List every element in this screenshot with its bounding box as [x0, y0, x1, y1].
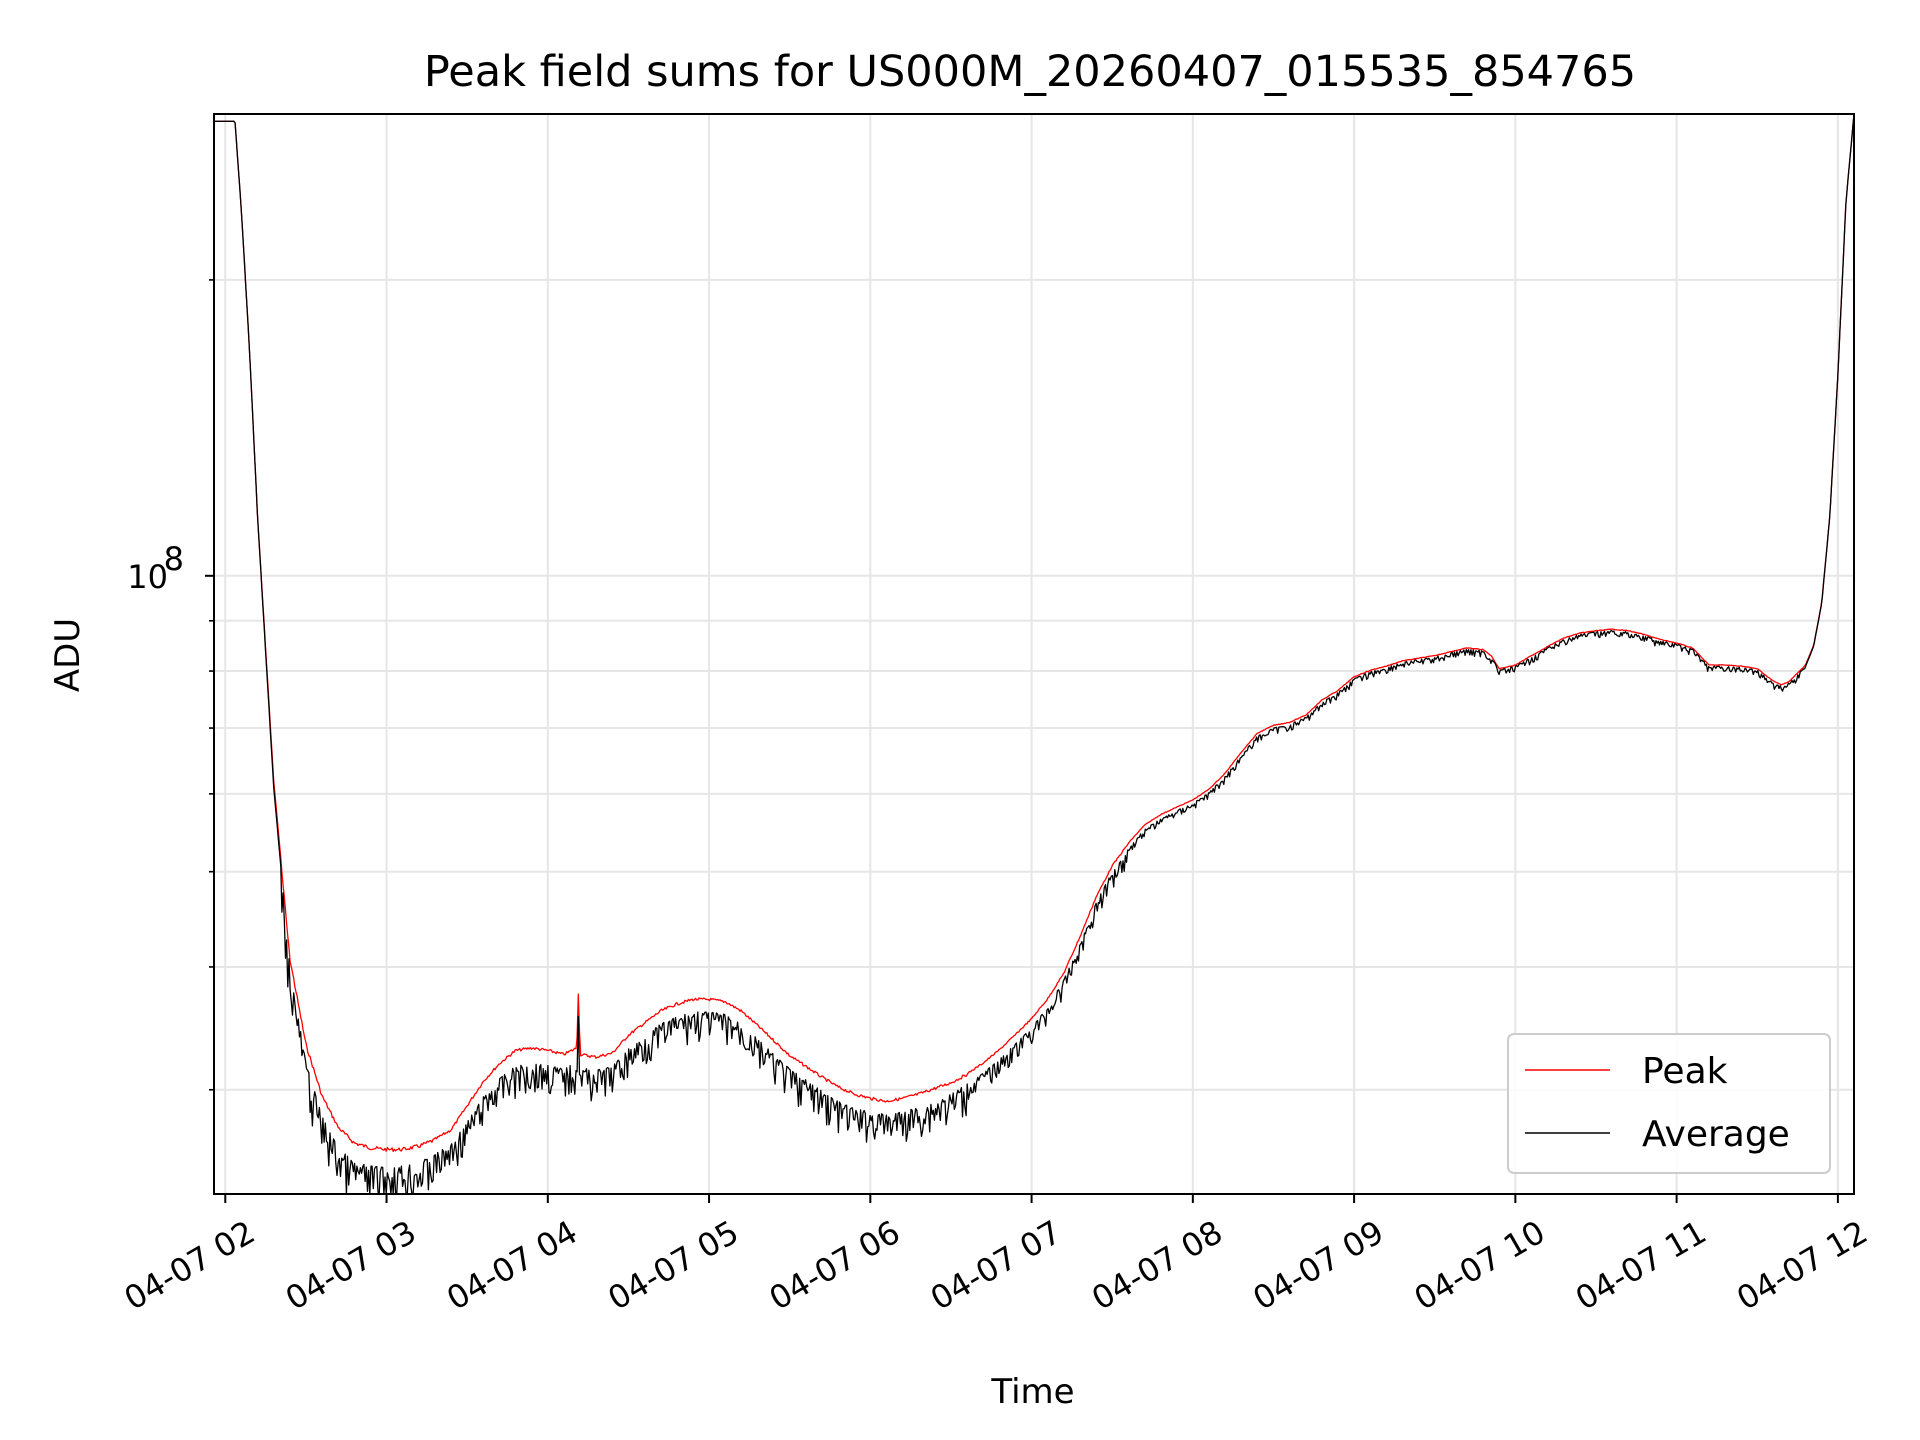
legend-label-average: Average [1642, 1114, 1790, 1155]
legend-label-peak: Peak [1642, 1051, 1728, 1092]
y-axis-label: ADU [48, 618, 88, 692]
legend-box [1507, 1033, 1831, 1174]
series-line-peak [214, 113, 1855, 1153]
plot-frame [213, 113, 1855, 1195]
x-axis-label: Time [990, 1372, 1074, 1412]
grid [214, 114, 1854, 1194]
y-tick-label: 10 [127, 558, 168, 596]
legend: Peak Average [1507, 1033, 1831, 1174]
series-layer [214, 113, 1855, 1195]
series-line-average [214, 113, 1855, 1195]
chart-title: Peak field sums for US000M_20260407_0155… [424, 47, 1636, 97]
y-tick-label-exponent: 8 [164, 540, 184, 578]
